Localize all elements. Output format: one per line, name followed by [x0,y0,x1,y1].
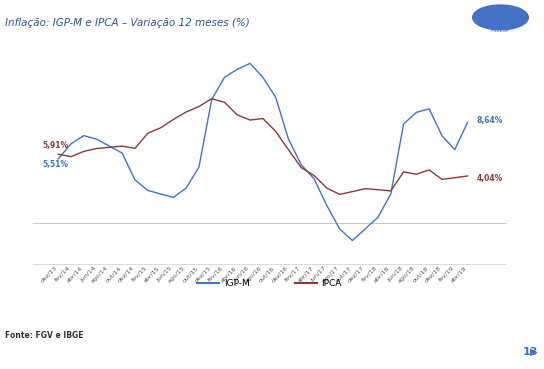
Text: Fonte: FGV e IBGE: Fonte: FGV e IBGE [5,331,84,339]
Text: 8,64%: 8,64% [477,115,503,125]
Text: 4,04%: 4,04% [477,174,503,183]
Text: ▶: ▶ [530,347,538,357]
Text: AssEsP: AssEsP [491,28,510,33]
Text: Inflação: IGP-M e IPCA – Variação 12 meses (%): Inflação: IGP-M e IPCA – Variação 12 mes… [4,18,249,28]
Circle shape [473,5,528,30]
Text: 5,91%: 5,91% [43,141,69,149]
Text: 5,51%: 5,51% [43,161,69,169]
Text: 13: 13 [522,347,537,357]
Legend: IGP-M, IPCA: IGP-M, IPCA [193,275,345,291]
